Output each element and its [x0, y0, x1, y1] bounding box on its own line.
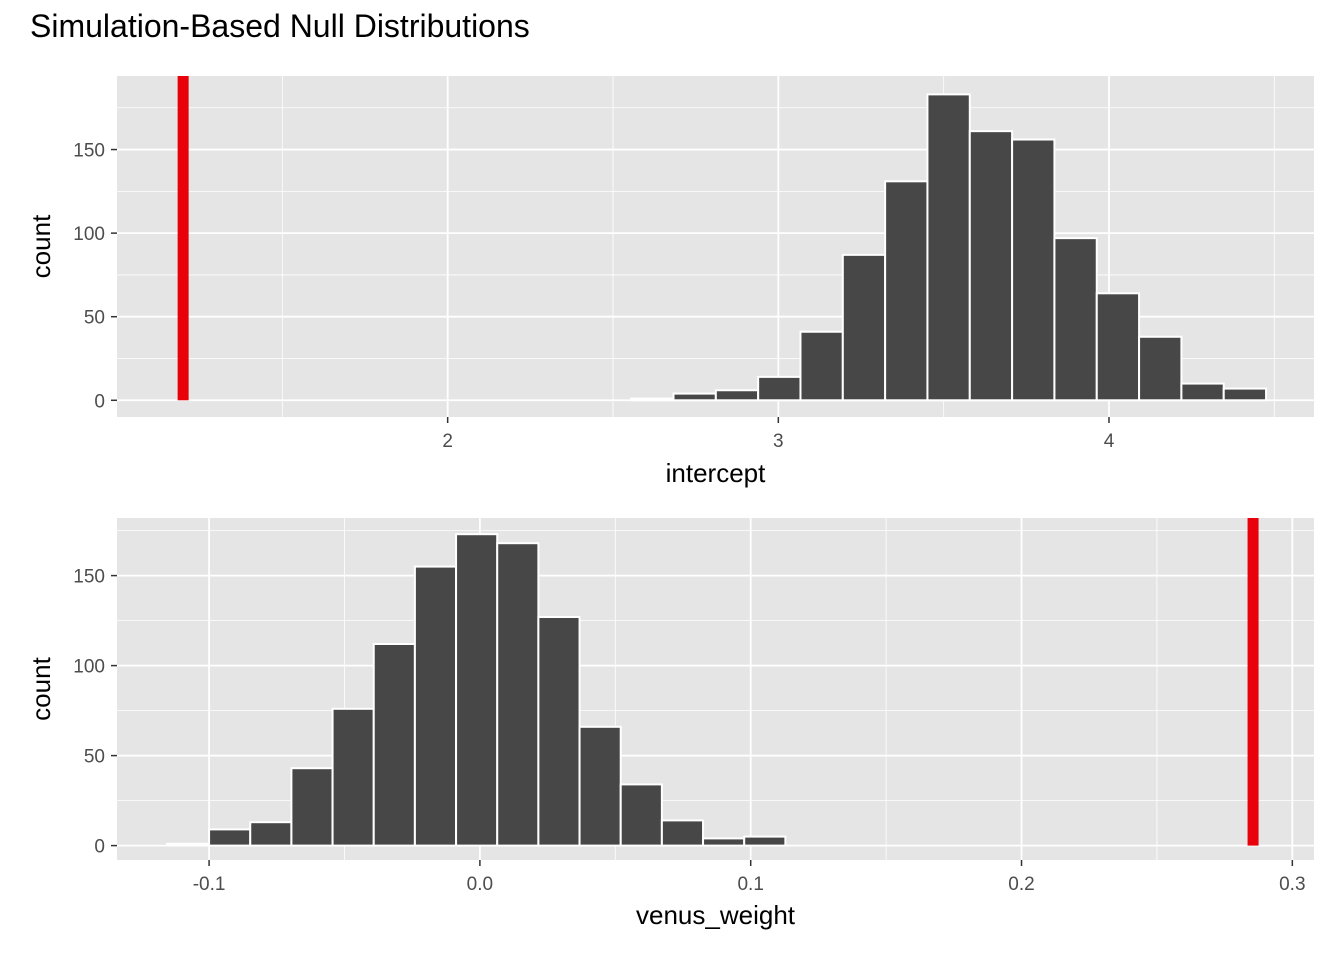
histogram-bar — [166, 842, 211, 847]
y-tick-label: 0 — [94, 837, 105, 858]
histogram-bar — [926, 93, 971, 402]
histogram-bar — [496, 542, 540, 847]
x-axis-title: intercept — [666, 458, 766, 488]
y-tick-label: 150 — [73, 141, 105, 162]
histogram-bar — [1095, 292, 1141, 402]
y-tick-label: 50 — [84, 747, 105, 768]
histogram-bar — [1053, 237, 1098, 402]
panel-top: 2 3 4 0 50 100 150 intercept count — [26, 76, 1314, 488]
histogram-bar — [413, 565, 458, 847]
y-tick-label: 50 — [84, 308, 105, 329]
panel-bottom: -0.1 0.0 0.1 0.2 0.3 0 50 100 150 venus_weight cou… — [26, 518, 1314, 930]
histogram-bar — [630, 397, 675, 402]
histogram-bar — [578, 725, 622, 847]
histogram-bar — [372, 643, 416, 847]
histogram-bar — [672, 392, 717, 402]
histogram-bar — [799, 330, 844, 402]
y-tick-label: 0 — [94, 391, 105, 412]
histogram-bar — [249, 821, 293, 847]
x-tick-label: -0.1 — [193, 874, 226, 895]
histogram-bar — [537, 616, 581, 847]
histogram-bar — [290, 767, 334, 847]
x-axis-title: venus_weight — [636, 900, 796, 930]
x-tick-label: 0.1 — [737, 874, 763, 895]
histogram-bar — [619, 783, 663, 847]
histogram-bar — [841, 253, 887, 402]
histogram-bar — [757, 375, 802, 402]
x-tick-label: 0.0 — [467, 874, 493, 895]
histogram-bar — [968, 130, 1014, 402]
histogram-bar — [331, 707, 375, 847]
x-tick-label: 0.3 — [1279, 874, 1305, 895]
page-title: Simulation-Based Null Distributions — [30, 8, 530, 44]
histogram-bar — [660, 819, 705, 847]
histogram-bar — [702, 837, 746, 847]
observed-statistic-line — [1247, 518, 1259, 846]
histogram-bar — [714, 389, 760, 402]
histogram-bar — [884, 180, 929, 402]
histogram-bar — [208, 828, 252, 847]
x-tick-label: 3 — [773, 431, 784, 452]
x-tick-label: 0.2 — [1008, 874, 1034, 895]
histogram-bar — [1011, 138, 1056, 402]
histogram-bar — [1138, 335, 1183, 402]
y-tick-label: 100 — [73, 657, 105, 678]
y-tick-label: 100 — [73, 224, 105, 245]
histogram-bar — [1222, 387, 1268, 402]
x-tick-label: 2 — [442, 431, 453, 452]
y-axis-title: count — [26, 214, 56, 278]
y-axis-title: count — [26, 656, 56, 720]
y-tick-label: 150 — [73, 567, 105, 588]
x-tick-label: 4 — [1104, 431, 1115, 452]
histogram-bar — [1180, 382, 1225, 402]
histogram-bar — [743, 835, 787, 847]
histogram-bar — [455, 533, 499, 847]
observed-statistic-line — [177, 76, 189, 401]
